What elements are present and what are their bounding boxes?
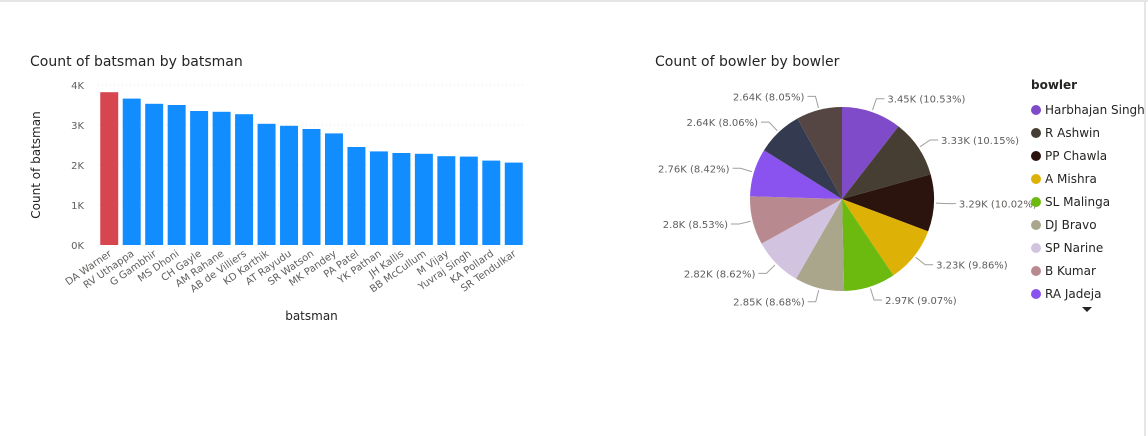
pie-legend: bowler Harbhajan Singh R Ashwin PP Chawla A… (1031, 78, 1145, 312)
pie-leader-line (731, 220, 751, 225)
legend-label: B Kumar (1045, 263, 1096, 278)
pie-data-label: 3.29K (10.02%) (959, 200, 1037, 211)
y-tick-label: 3K (71, 121, 84, 132)
bar[interactable] (392, 153, 411, 245)
legend-label: SP Narine (1045, 240, 1104, 255)
pie-slice[interactable] (842, 126, 931, 199)
pie-leader-line (915, 256, 934, 266)
pie-chart-visual[interactable]: Count of bowler by bowler 3.45K (10.53%)… (645, 50, 1145, 340)
legend-swatch (1031, 127, 1041, 138)
legend-swatch (1031, 104, 1041, 115)
pie-slice[interactable] (842, 199, 894, 291)
bar[interactable] (459, 156, 478, 245)
pie-data-label: 3.33K (10.15%) (941, 136, 1019, 147)
pie-slice[interactable] (797, 107, 842, 199)
legend-swatch (1031, 150, 1041, 161)
legend-swatch (1031, 219, 1041, 230)
bar[interactable] (414, 153, 433, 245)
pie-leader-line (869, 288, 883, 301)
pie-slice[interactable] (750, 196, 842, 244)
pie-data-label: 2.64K (8.06%) (686, 118, 758, 129)
bar[interactable] (122, 98, 141, 245)
bar[interactable] (212, 111, 231, 245)
legend-scroll-down-icon[interactable] (1082, 307, 1092, 312)
y-axis-title: Count of batsman (29, 111, 43, 218)
pie-leader-line (872, 98, 885, 111)
y-tick-label: 1K (71, 201, 84, 212)
bar[interactable] (167, 105, 186, 245)
legend-label: SL Malinga (1045, 194, 1111, 209)
pie-slice[interactable] (842, 107, 899, 199)
pie-chart-svg: 3.45K (10.53%) 3.33K (10.15%) 3.29K (10.02… (658, 92, 1037, 309)
top-border (0, 0, 1148, 2)
pie-chart-title: Count of bowler by bowler (655, 54, 840, 70)
bar[interactable] (324, 133, 343, 245)
legend-label: A Mishra (1045, 171, 1097, 186)
legend-item[interactable]: Harbhajan Singh (1031, 98, 1145, 121)
pie-leader-line (935, 202, 956, 205)
pie-slice[interactable] (842, 174, 934, 232)
pie-slice[interactable] (796, 199, 845, 291)
y-tick-label: 4K (71, 81, 84, 92)
pie-data-label: 2.85K (8.68%) (733, 298, 805, 309)
x-axis-title: batsman (285, 309, 338, 323)
pie-slice[interactable] (750, 150, 842, 199)
pie-leader-line (732, 167, 753, 173)
y-tick-label: 0K (71, 241, 84, 252)
bar[interactable] (369, 151, 388, 245)
bar[interactable] (257, 123, 276, 245)
pie-slice[interactable] (842, 199, 929, 276)
bar[interactable] (347, 147, 366, 245)
legend-swatch (1031, 173, 1041, 184)
legend-label: Harbhajan Singh (1045, 102, 1145, 117)
bar[interactable] (482, 160, 501, 245)
bar[interactable] (190, 111, 209, 245)
bar[interactable] (504, 162, 523, 245)
legend-swatch (1031, 196, 1041, 207)
pie-data-label: 2.8K (8.53%) (663, 220, 728, 231)
legend-item[interactable]: DJ Bravo (1031, 213, 1145, 236)
legend-label: R Ashwin (1045, 125, 1100, 140)
bar[interactable] (437, 156, 456, 245)
pie-data-label: 2.97K (9.07%) (885, 296, 957, 307)
right-border (1144, 0, 1146, 436)
legend-title: bowler (1031, 78, 1078, 92)
pie-leader-line (919, 139, 939, 148)
legend-item[interactable]: R Ashwin (1031, 121, 1145, 144)
pie-leader-line (807, 289, 820, 303)
pie-data-label: 3.45K (10.53%) (887, 95, 965, 106)
legend-swatch (1031, 265, 1041, 276)
bar[interactable] (235, 114, 254, 245)
legend-item[interactable]: B Kumar (1031, 259, 1145, 282)
legend-label: RA Jadeja (1045, 286, 1102, 301)
pie-data-label: 2.64K (8.05%) (733, 92, 805, 103)
bar[interactable] (302, 129, 321, 245)
legend-item[interactable]: SL Malinga (1031, 190, 1145, 213)
pie-leader-line (807, 95, 819, 109)
legend-label: DJ Bravo (1045, 217, 1097, 232)
pie-slice[interactable] (761, 199, 842, 279)
legend-swatch (1031, 288, 1041, 299)
legend-swatch (1031, 242, 1041, 253)
bar[interactable] (280, 125, 299, 245)
bar-chart-title: Count of batsman by batsman (30, 54, 243, 70)
bar-chart-visual[interactable]: Count of batsman by batsman 0K 1K 2K 3K 4K DA… (20, 50, 540, 340)
bar[interactable] (100, 92, 119, 245)
legend-item[interactable]: PP Chawla (1031, 144, 1145, 167)
legend-item[interactable]: RA Jadeja (1031, 282, 1145, 305)
pie-leader-line (761, 121, 778, 132)
pie-slice[interactable] (763, 118, 842, 199)
pie-leader-line (758, 264, 776, 274)
pie-data-label: 2.76K (8.42%) (658, 164, 730, 175)
legend-item[interactable]: SP Narine (1031, 236, 1145, 259)
pie-data-label: 3.23K (9.86%) (936, 261, 1008, 272)
y-tick-label: 2K (71, 161, 84, 172)
legend-label: PP Chawla (1045, 148, 1108, 163)
pie-data-label: 2.82K (8.62%) (684, 269, 756, 280)
bar[interactable] (145, 103, 164, 245)
legend-items: Harbhajan Singh R Ashwin PP Chawla A Mishra… (1031, 98, 1145, 305)
legend-item[interactable]: A Mishra (1031, 167, 1145, 190)
